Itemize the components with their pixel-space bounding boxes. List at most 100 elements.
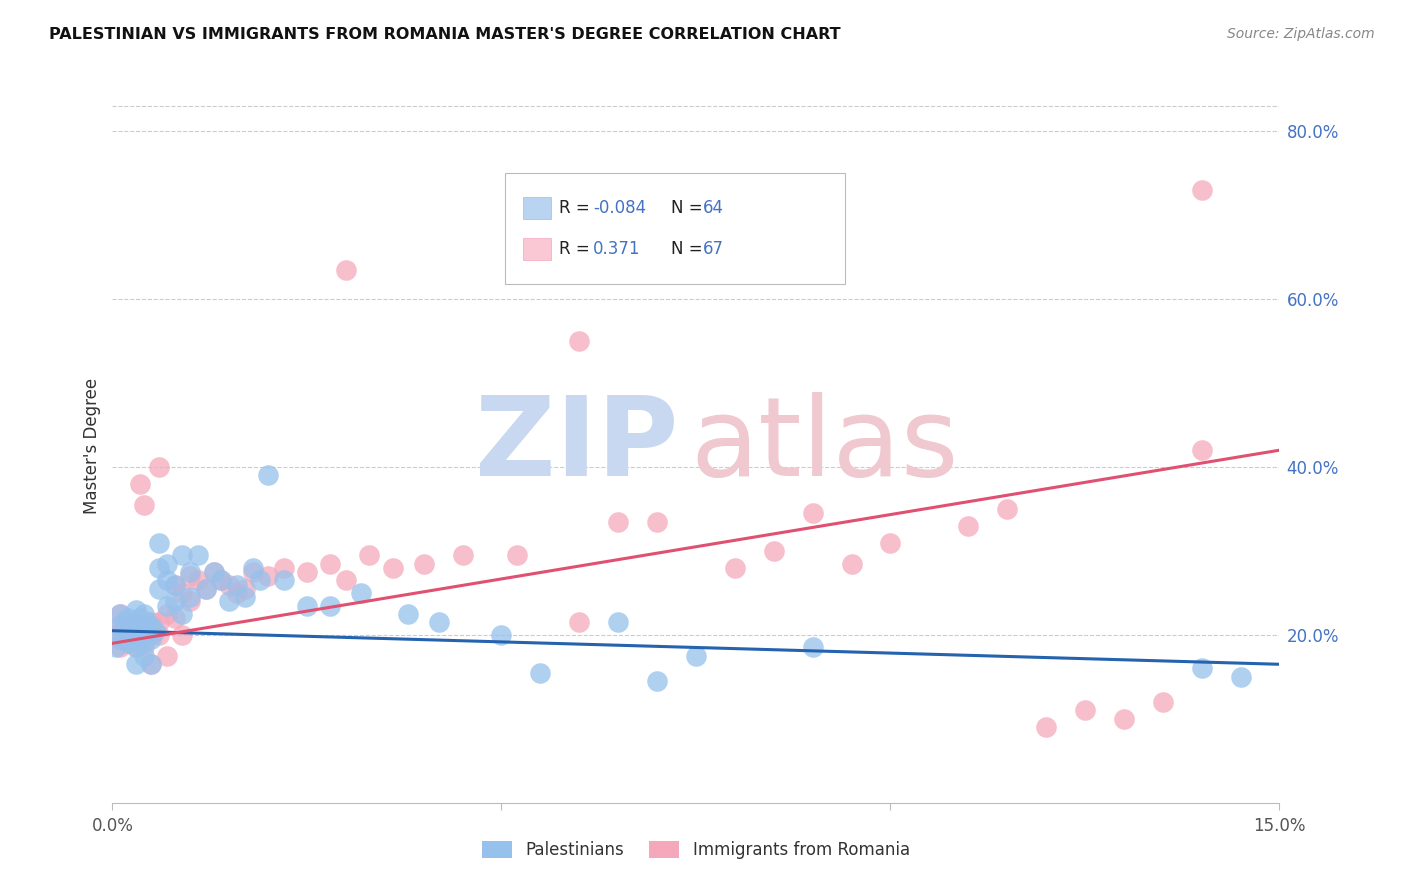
Point xyxy=(125,628,148,642)
Text: 0.371: 0.371 xyxy=(593,240,641,258)
Point xyxy=(117,636,139,650)
Point xyxy=(226,586,249,600)
Point xyxy=(156,607,179,621)
Point xyxy=(350,586,373,600)
Point xyxy=(506,548,529,562)
Point xyxy=(381,560,404,574)
Point xyxy=(125,603,148,617)
Point xyxy=(242,560,264,574)
Point xyxy=(273,574,295,588)
Point xyxy=(249,574,271,588)
Point xyxy=(233,582,256,596)
Point xyxy=(125,615,148,630)
Point xyxy=(209,574,232,588)
Point xyxy=(172,607,194,621)
Point xyxy=(136,615,159,630)
Point xyxy=(148,460,170,475)
Point xyxy=(451,548,474,562)
Text: atlas: atlas xyxy=(690,392,959,500)
Point xyxy=(132,648,155,663)
Point xyxy=(163,577,186,591)
Point xyxy=(172,628,194,642)
Point xyxy=(110,632,132,646)
Point xyxy=(148,615,170,630)
Point xyxy=(179,590,201,604)
Point xyxy=(841,557,863,571)
Point xyxy=(187,574,209,588)
Point xyxy=(427,615,450,630)
Y-axis label: Master's Degree: Master's Degree xyxy=(83,378,101,514)
Point xyxy=(105,628,128,642)
Point xyxy=(112,615,135,630)
Point xyxy=(141,632,163,646)
Point xyxy=(110,640,132,655)
Point xyxy=(645,674,668,689)
Point xyxy=(194,582,217,596)
Point xyxy=(335,574,357,588)
Point xyxy=(121,615,143,630)
Point xyxy=(724,560,747,574)
Point xyxy=(141,615,163,630)
Point xyxy=(335,262,357,277)
Text: PALESTINIAN VS IMMIGRANTS FROM ROMANIA MASTER'S DEGREE CORRELATION CHART: PALESTINIAN VS IMMIGRANTS FROM ROMANIA M… xyxy=(49,27,841,42)
Point xyxy=(141,628,163,642)
Point xyxy=(1112,712,1135,726)
Point xyxy=(141,619,163,633)
Point xyxy=(148,535,170,549)
Text: ZIP: ZIP xyxy=(475,392,679,500)
Point xyxy=(273,560,295,574)
Point xyxy=(117,636,139,650)
Point xyxy=(1074,703,1097,717)
Text: Source: ZipAtlas.com: Source: ZipAtlas.com xyxy=(1227,27,1375,41)
Point xyxy=(112,632,135,646)
Point xyxy=(117,624,139,638)
Point xyxy=(412,557,434,571)
Point xyxy=(607,515,630,529)
Legend: Palestinians, Immigrants from Romania: Palestinians, Immigrants from Romania xyxy=(475,834,917,866)
Point xyxy=(218,594,240,608)
Point xyxy=(163,577,186,591)
Point xyxy=(125,628,148,642)
Point xyxy=(202,565,225,579)
Point xyxy=(957,518,980,533)
Point xyxy=(319,557,342,571)
Point xyxy=(143,624,166,638)
Text: 64: 64 xyxy=(703,199,724,217)
Point xyxy=(568,334,591,348)
Point xyxy=(226,577,249,591)
Point xyxy=(187,548,209,562)
Point xyxy=(112,628,135,642)
Point xyxy=(125,657,148,672)
Point xyxy=(141,657,163,672)
Point xyxy=(136,628,159,642)
Point xyxy=(105,640,128,655)
Point xyxy=(117,624,139,638)
Point xyxy=(179,569,201,583)
Point xyxy=(163,594,186,608)
Point xyxy=(209,574,232,588)
Point xyxy=(117,611,139,625)
Text: R =: R = xyxy=(560,240,596,258)
Point xyxy=(110,619,132,633)
Point xyxy=(110,607,132,621)
Text: N =: N = xyxy=(671,240,707,258)
Text: 67: 67 xyxy=(703,240,724,258)
Point xyxy=(110,619,132,633)
Point xyxy=(218,577,240,591)
Point xyxy=(148,582,170,596)
Point xyxy=(110,607,132,621)
Point xyxy=(995,502,1018,516)
Point xyxy=(156,574,179,588)
Point xyxy=(1191,183,1213,197)
Point xyxy=(125,640,148,655)
Point xyxy=(359,548,381,562)
Point xyxy=(121,619,143,633)
Point xyxy=(179,594,201,608)
Point xyxy=(762,544,785,558)
Point xyxy=(132,640,155,655)
Point xyxy=(242,565,264,579)
Point xyxy=(156,648,179,663)
Point xyxy=(172,586,194,600)
Point xyxy=(645,515,668,529)
Point xyxy=(128,476,150,491)
